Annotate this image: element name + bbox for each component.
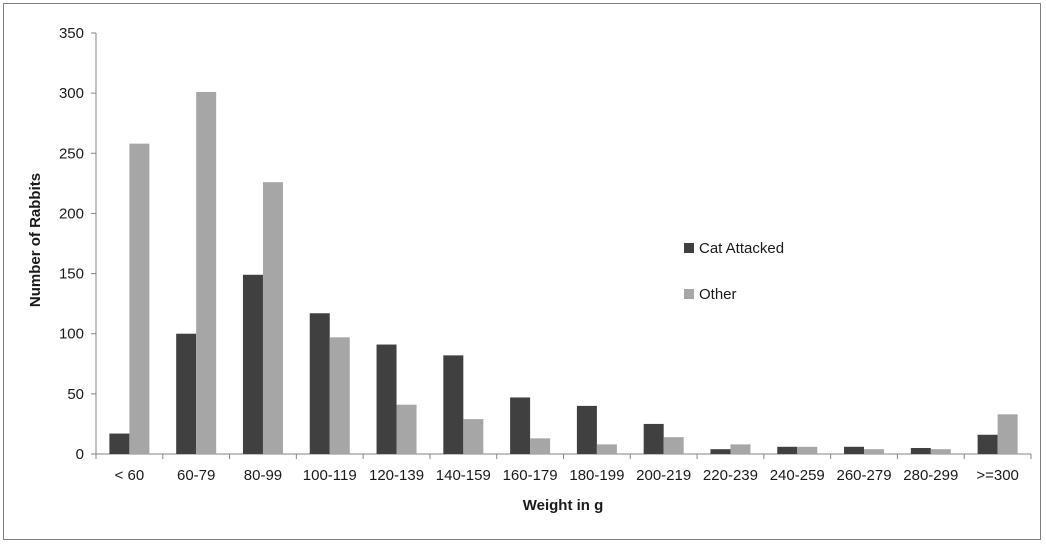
legend-swatch (684, 243, 694, 253)
y-tick-label: 50 (67, 386, 84, 403)
legend: Cat Attacked Other (684, 240, 784, 303)
bar-other (530, 438, 551, 454)
bar-other (797, 446, 818, 454)
bar-cat-attacked (844, 446, 865, 454)
bar-other (864, 449, 885, 454)
bar-other (663, 437, 684, 454)
bar-other (396, 404, 417, 454)
bar-other (129, 143, 150, 455)
y-tick-label: 200 (59, 205, 84, 222)
x-tick-label: 120-139 (369, 467, 424, 484)
x-axis-title: Weight in g (523, 497, 604, 514)
bar-cat-attacked (643, 423, 664, 454)
y-tick-label: 250 (59, 145, 84, 162)
x-tick-label: 80-99 (244, 467, 282, 484)
bar-other (730, 444, 751, 454)
x-tick-label: 100-119 (303, 467, 357, 484)
x-tick-label: 280-299 (903, 467, 958, 484)
bar-cat-attacked (710, 449, 731, 454)
bar-other (997, 414, 1018, 454)
bar-other (329, 337, 350, 454)
legend-label: Other (699, 286, 737, 303)
y-axis: 0 50 100 150 200 250 300 350 (59, 25, 97, 463)
y-tick-label: 350 (59, 25, 84, 42)
x-tick-label: 180-199 (569, 467, 624, 484)
x-tick-label: 200-219 (636, 467, 691, 484)
bar-cat-attacked (977, 434, 998, 454)
bar-cat-attacked (109, 433, 130, 454)
legend-label: Cat Attacked (699, 240, 784, 257)
bar-cat-attacked (777, 446, 798, 454)
bar-cat-attacked (910, 447, 931, 454)
y-tick-label: 0 (76, 446, 84, 463)
x-tick-label: < 60 (115, 467, 145, 484)
x-tick-label: 260-279 (837, 467, 892, 484)
x-tick-label: 220-239 (703, 467, 758, 484)
bar-cat-attacked (510, 397, 531, 454)
x-tick-label: 160-179 (503, 467, 558, 484)
bar-cat-attacked (576, 405, 597, 454)
bars (109, 91, 1018, 455)
bar-cat-attacked (443, 355, 464, 454)
bar-other (930, 449, 951, 454)
bar-other (463, 419, 484, 454)
bar-other (596, 444, 617, 454)
bar-cat-attacked (242, 274, 263, 454)
bar-cat-attacked (176, 333, 197, 454)
y-tick-label: 100 (59, 326, 84, 343)
x-tick-label: 60-79 (177, 467, 215, 484)
x-axis: < 60 60-79 80-99 100-119 120-139 140-159 160-1… (95, 453, 1032, 484)
x-tick-label: >=300 (976, 467, 1019, 484)
x-tick-label: 240-259 (770, 467, 825, 484)
y-tick-label: 150 (59, 266, 84, 283)
x-tick-label: 140-159 (436, 467, 491, 484)
bar-cat-attacked (376, 344, 397, 454)
y-tick-label: 300 (59, 85, 84, 102)
bar-other (262, 182, 283, 454)
y-axis-title: Number of Rabbits (27, 173, 44, 307)
legend-swatch (684, 289, 694, 299)
bar-cat-attacked (309, 313, 330, 454)
bar-other (196, 91, 217, 454)
